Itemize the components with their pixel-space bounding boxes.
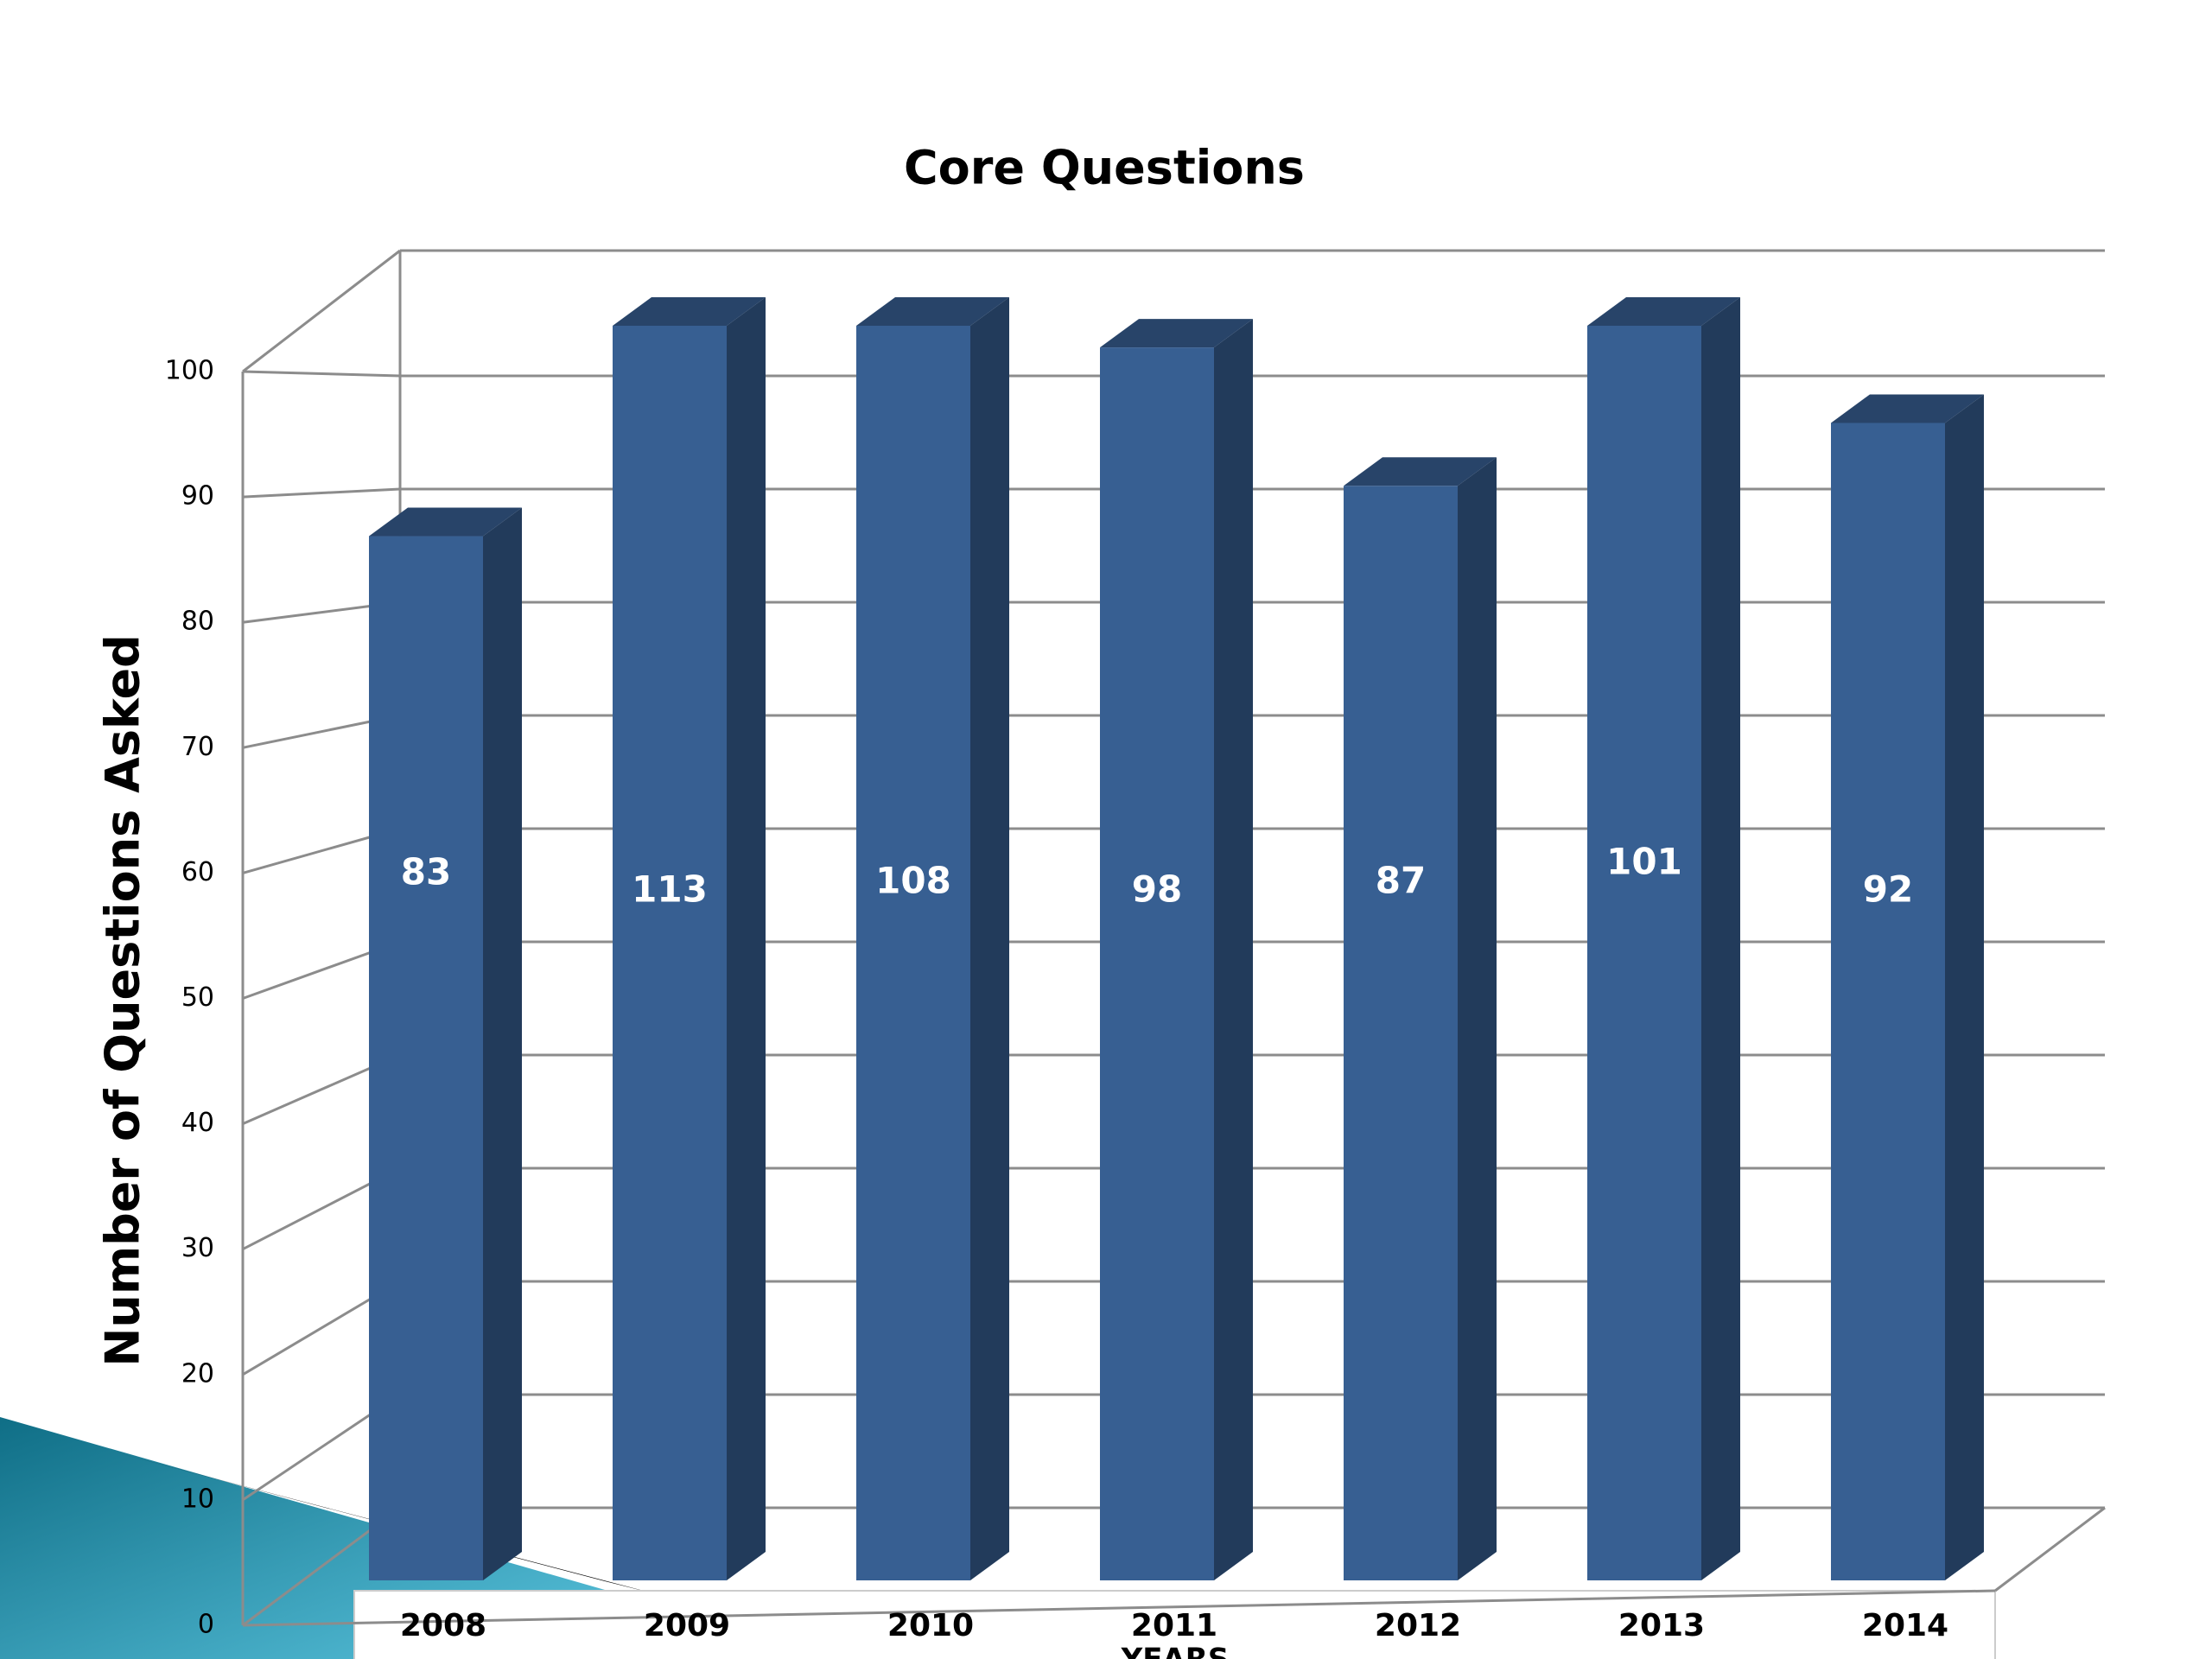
- data-label: 83: [401, 851, 451, 893]
- bar-front: [1587, 326, 1701, 1580]
- bar-side: [1701, 297, 1740, 1580]
- floor-front: [353, 1590, 1996, 1659]
- bar: [1344, 457, 1497, 1580]
- bar-top: [369, 507, 522, 537]
- bar-top: [613, 297, 766, 326]
- data-label: 108: [875, 860, 951, 902]
- x-tick-label: 2014: [1862, 1608, 1948, 1643]
- y-tick-label: 100: [165, 356, 214, 386]
- y-tick-label: 60: [181, 857, 214, 887]
- x-tick-label: 2008: [400, 1608, 486, 1643]
- data-label: 98: [1132, 868, 1182, 911]
- bar-top: [1831, 394, 1984, 423]
- x-tick-label: 2009: [644, 1608, 730, 1643]
- data-label: 101: [1606, 841, 1682, 883]
- y-tick-label: 90: [181, 481, 214, 512]
- bar-side: [1458, 457, 1497, 1580]
- bar-side: [483, 507, 522, 1580]
- bar: [613, 297, 766, 1580]
- x-axis-title: YEARS: [1121, 1643, 1230, 1659]
- chart-title: Core Questions: [904, 141, 1305, 195]
- bar-side: [1214, 319, 1253, 1580]
- bar: [1100, 319, 1253, 1580]
- bar-front: [1100, 347, 1214, 1580]
- bar-front: [856, 326, 970, 1580]
- bar: [1831, 394, 1984, 1581]
- bar: [856, 297, 1009, 1580]
- bar-front: [369, 536, 483, 1580]
- x-tick-label: 2013: [1618, 1608, 1705, 1643]
- x-tick-label: 2010: [887, 1608, 974, 1643]
- y-tick-label: 50: [181, 982, 214, 1013]
- grid-line: [242, 370, 401, 378]
- bar: [1587, 297, 1740, 1580]
- bar-top: [856, 297, 1009, 326]
- y-tick-label: 70: [181, 732, 214, 762]
- bar-top: [1344, 457, 1497, 486]
- grid-line: [242, 487, 401, 499]
- bar-side: [727, 297, 766, 1580]
- y-tick-label: 20: [181, 1358, 214, 1389]
- y-tick-label: 40: [181, 1108, 214, 1138]
- bar-top: [1587, 297, 1740, 326]
- data-label: 87: [1376, 860, 1426, 902]
- bar: [369, 507, 522, 1580]
- x-tick-label: 2011: [1131, 1608, 1217, 1643]
- y-axis-title: Number of Questions Asked: [96, 634, 150, 1367]
- data-label: 113: [632, 868, 708, 911]
- y-tick-label: 0: [198, 1610, 214, 1640]
- y-tick-label: 80: [181, 607, 214, 637]
- y-tick-label: 10: [181, 1484, 214, 1514]
- bar-side: [1945, 394, 1984, 1581]
- bar-top: [1100, 319, 1253, 348]
- y-tick-label: 30: [181, 1233, 214, 1263]
- bar-front: [1344, 486, 1458, 1580]
- bar-front: [1831, 423, 1945, 1581]
- data-label: 92: [1863, 868, 1913, 911]
- x-tick-label: 2012: [1375, 1608, 1461, 1643]
- bar-front: [613, 326, 727, 1580]
- bar-side: [970, 297, 1009, 1580]
